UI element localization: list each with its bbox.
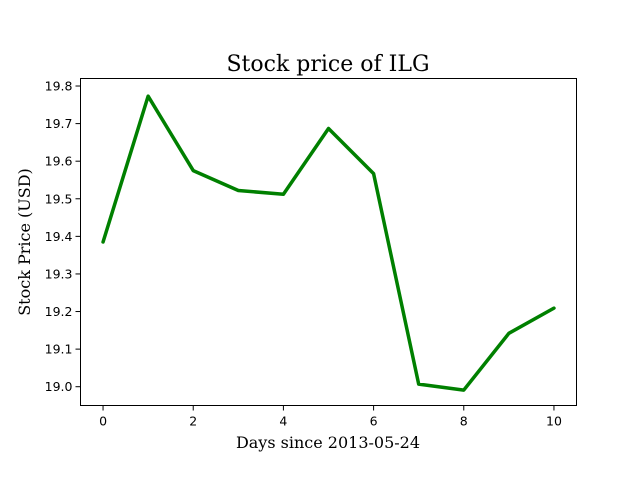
y-axis-label: Stock Price (USD) [15, 168, 34, 316]
series-line [101, 94, 556, 392]
plot-area-frame [80, 78, 577, 406]
x-tick-label: 2 [189, 414, 197, 429]
y-tick-label: 19.1 [45, 342, 73, 357]
x-tick-label: 6 [370, 414, 378, 429]
y-tick-label: 19.4 [45, 229, 73, 244]
series-layer [101, 94, 556, 392]
y-tick-label: 19.7 [45, 116, 73, 131]
y-tick-label: 19.0 [45, 379, 73, 394]
y-tick-label: 19.3 [45, 266, 73, 281]
x-tick-label: 0 [99, 414, 107, 429]
y-tick-label: 19.5 [45, 191, 73, 206]
y-tick-label: 19.2 [45, 304, 73, 319]
chart-title: Stock price of ILG [226, 52, 429, 77]
x-tick-label: 4 [279, 414, 287, 429]
x-axis: 0 2 4 6 8 10 [99, 405, 562, 429]
y-tick-label: 19.8 [45, 79, 73, 94]
x-tick-label: 8 [460, 414, 468, 429]
x-axis-label: Days since 2013-05-24 [236, 433, 420, 452]
y-tick-label: 19.6 [45, 154, 73, 169]
y-axis: 19.0 19.1 19.2 19.3 19.4 19.5 19.6 19.7 19.8 [45, 79, 81, 394]
x-tick-label: 10 [546, 414, 562, 429]
